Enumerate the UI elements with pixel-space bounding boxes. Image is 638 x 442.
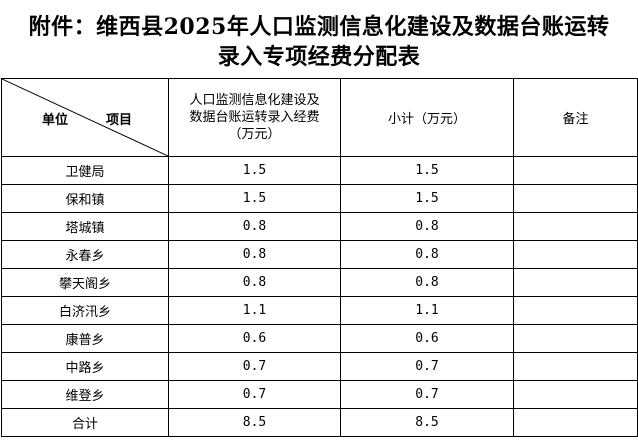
remark-cell (513, 408, 638, 437)
corner-header-cell: 单位 项目 (1, 78, 169, 157)
remark-cell (513, 296, 638, 325)
table-row: 永春乡 0.8 0.8 (1, 240, 638, 269)
document-title: 附件：维西县2025年人口监测信息化建设及数据台账运转 录入专项经费分配表 (0, 0, 638, 78)
column-header-funding: 人口监测信息化建设及 数据台账运转录入经费 （万元） (168, 78, 341, 157)
unit-cell: 中路乡 (1, 352, 169, 381)
table-row: 中路乡 0.7 0.7 (1, 352, 638, 381)
unit-cell: 卫健局 (1, 156, 169, 185)
amount-cell: 0.8 (168, 212, 341, 241)
table-body: 卫健局 1.5 1.5 保和镇 1.5 1.5 塔城镇 0.8 0.8 永春乡 0.8 0.8 攀天阁乡… (1, 156, 638, 437)
amount-cell: 1.5 (168, 184, 341, 213)
amount-cell: 8.5 (168, 408, 341, 437)
allocation-table: 单位 项目 人口监测信息化建设及 数据台账运转录入经费 （万元） 小计（万元） … (1, 78, 638, 437)
subtotal-cell: 1.1 (340, 296, 514, 325)
unit-cell: 维登乡 (1, 380, 169, 409)
table-header-row: 单位 项目 人口监测信息化建设及 数据台账运转录入经费 （万元） 小计（万元） … (1, 78, 638, 157)
table-row: 康普乡 0.6 0.6 (1, 324, 638, 353)
amount-cell: 0.6 (168, 324, 341, 353)
subtotal-cell: 0.8 (340, 268, 514, 297)
remark-cell (513, 184, 638, 213)
table-row: 保和镇 1.5 1.5 (1, 184, 638, 213)
title-line-2: 录入专项经费分配表 (217, 44, 421, 70)
table-row: 白济汛乡 1.1 1.1 (1, 296, 638, 325)
unit-cell: 康普乡 (1, 324, 169, 353)
column-header-subtotal: 小计（万元） (340, 78, 514, 157)
subtotal-cell: 1.5 (340, 184, 514, 213)
table-row: 攀天阁乡 0.8 0.8 (1, 268, 638, 297)
table-total-row: 合计 8.5 8.5 (1, 408, 638, 437)
table-row: 卫健局 1.5 1.5 (1, 156, 638, 185)
subtotal-cell: 0.6 (340, 324, 514, 353)
remark-cell (513, 240, 638, 269)
unit-cell: 保和镇 (1, 184, 169, 213)
column-header-funding-line: 数据台账运转录入经费 (189, 110, 320, 125)
diagonal-divider-line (2, 79, 168, 156)
amount-cell: 1.5 (168, 156, 341, 185)
table-row: 塔城镇 0.8 0.8 (1, 212, 638, 241)
subtotal-cell: 0.8 (340, 240, 514, 269)
corner-unit-label: 单位 (42, 113, 69, 128)
table-row: 维登乡 0.7 0.7 (1, 380, 638, 409)
remark-cell (513, 156, 638, 185)
subtotal-cell: 8.5 (340, 408, 514, 437)
remark-cell (513, 380, 638, 409)
remark-cell (513, 212, 638, 241)
amount-cell: 0.7 (168, 352, 341, 381)
unit-cell: 攀天阁乡 (1, 268, 169, 297)
amount-cell: 0.8 (168, 268, 341, 297)
subtotal-cell: 0.7 (340, 352, 514, 381)
unit-cell: 白济汛乡 (1, 296, 169, 325)
remark-cell (513, 352, 638, 381)
remark-cell (513, 268, 638, 297)
column-header-funding-line: 人口监测信息化建设及 (189, 93, 320, 108)
subtotal-cell: 0.8 (340, 212, 514, 241)
unit-cell: 永春乡 (1, 240, 169, 269)
amount-cell: 0.8 (168, 240, 341, 269)
unit-cell: 合计 (1, 408, 169, 437)
column-header-funding-line: （万元） (228, 127, 281, 142)
title-line-1: 附件：维西县2025年人口监测信息化建设及数据台账运转 (28, 14, 610, 40)
column-header-remark: 备注 (513, 78, 638, 157)
unit-cell: 塔城镇 (1, 212, 169, 241)
amount-cell: 1.1 (168, 296, 341, 325)
remark-cell (513, 324, 638, 353)
corner-item-label: 项目 (106, 113, 133, 128)
subtotal-cell: 1.5 (340, 156, 514, 185)
subtotal-cell: 0.7 (340, 380, 514, 409)
amount-cell: 0.7 (168, 380, 341, 409)
